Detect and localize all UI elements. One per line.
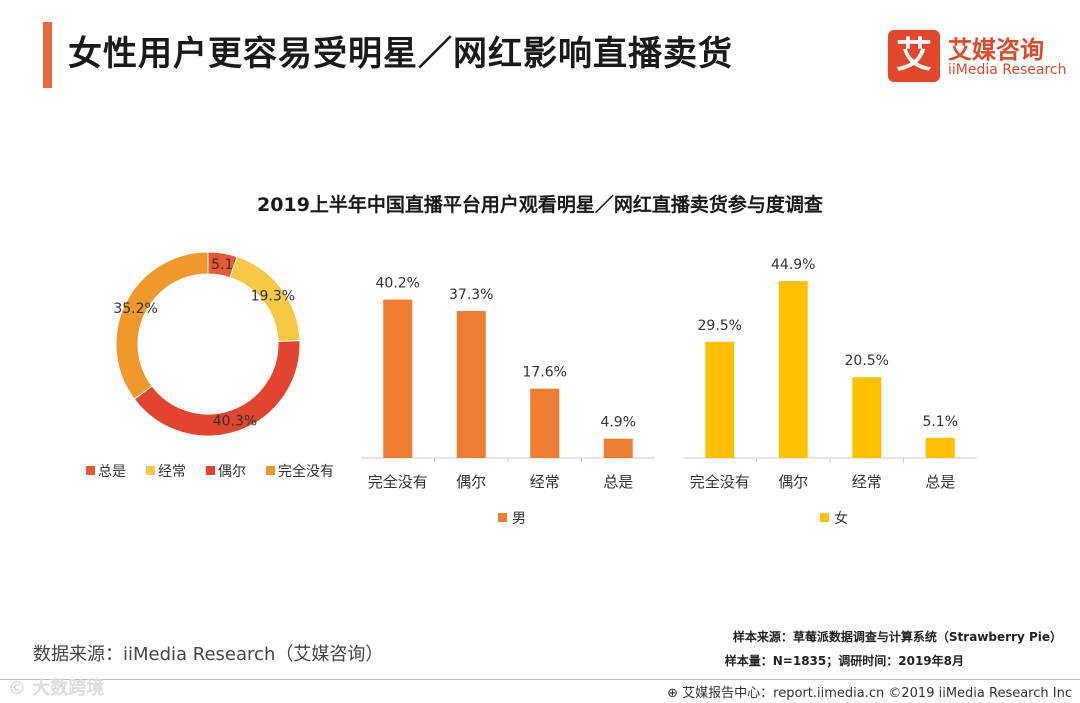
female-bar-4 [925, 437, 955, 458]
donut-legend-label-4: 完全没有 [278, 463, 334, 480]
female-bar-3 [852, 377, 882, 458]
donut-legend-label-1: 总是 [98, 464, 126, 480]
chart-title: 2019上半年中国直播平台用户观看明星／网红直播卖货参与度调查 [257, 194, 823, 216]
female-category-1: 完全没有 [690, 473, 750, 491]
female-bar-2 [778, 281, 808, 458]
logo-name-en: iiMedia Research [948, 62, 1067, 78]
female-bar-label-1: 29.5% [698, 318, 742, 334]
sample-source: 样本来源：草莓派数据调查与计算系统（Strawberry Pie） [732, 630, 1062, 644]
female-category-2: 偶尔 [778, 473, 808, 491]
donut-legend-label-2: 经常 [158, 464, 186, 480]
donut-legend-label-3: 偶尔 [218, 464, 246, 480]
male-bar-label-2: 37.3% [449, 287, 493, 303]
donut-legend-swatch-2 [146, 466, 155, 475]
male-bar-4 [603, 438, 633, 458]
donut-slice-4 [115, 251, 209, 400]
male-bar-2 [456, 311, 486, 458]
male-category-4: 总是 [603, 473, 633, 491]
female-bar-1 [705, 341, 735, 458]
male-bar-label-3: 17.6% [523, 365, 567, 381]
female-bar-label-3: 20.5% [845, 353, 889, 369]
male-category-1: 完全没有 [368, 473, 428, 491]
donut-slice-label-2: 19.3% [251, 288, 295, 304]
male-legend-label: 男 [512, 511, 526, 527]
logo-mark: 艾 [888, 30, 940, 82]
female-legend-label: 女 [834, 510, 848, 527]
male-bar-3 [530, 388, 560, 458]
male-category-2: 偶尔 [456, 473, 486, 491]
donut-slice-label-3: 40.3% [213, 413, 257, 429]
male-bar-label-4: 4.9% [600, 415, 636, 431]
female-bar-label-4: 5.1% [922, 414, 958, 430]
page-title: 女性用户更容易受明星／网红影响直播卖货 [68, 34, 733, 74]
female-legend-swatch [820, 513, 829, 522]
data-source: 数据来源：iiMedia Research（艾媒咨询） [33, 644, 384, 665]
female-bar-label-2: 44.9% [771, 257, 815, 273]
donut-legend-swatch-3 [206, 466, 215, 475]
donut-slice-label-4: 35.2% [113, 301, 157, 317]
donut-legend-swatch-4 [266, 466, 275, 475]
male-category-3: 经常 [530, 473, 560, 491]
donut-legend-swatch-1 [86, 466, 95, 475]
male-bar-1 [383, 299, 413, 458]
footer-divider [0, 679, 1080, 680]
sample-size: 样本量：N=1835；调研时间：2019年8月 [724, 654, 964, 668]
logo-name-cn: 艾媒咨询 [948, 36, 1044, 64]
female-category-4: 总是 [925, 473, 955, 491]
report-center-footer: ⊕ 艾媒报告中心：report.iimedia.cn ©2019 iiMedia… [667, 686, 1072, 701]
male-legend-swatch [498, 513, 507, 522]
female-category-3: 经常 [852, 473, 882, 491]
male-bar-label-1: 40.2% [376, 276, 420, 292]
iimedia-logo: 艾 艾媒咨询 iiMedia Research [888, 30, 1068, 82]
watermark: © 大数跨境 [8, 678, 105, 699]
title-accent-bar [43, 22, 52, 88]
